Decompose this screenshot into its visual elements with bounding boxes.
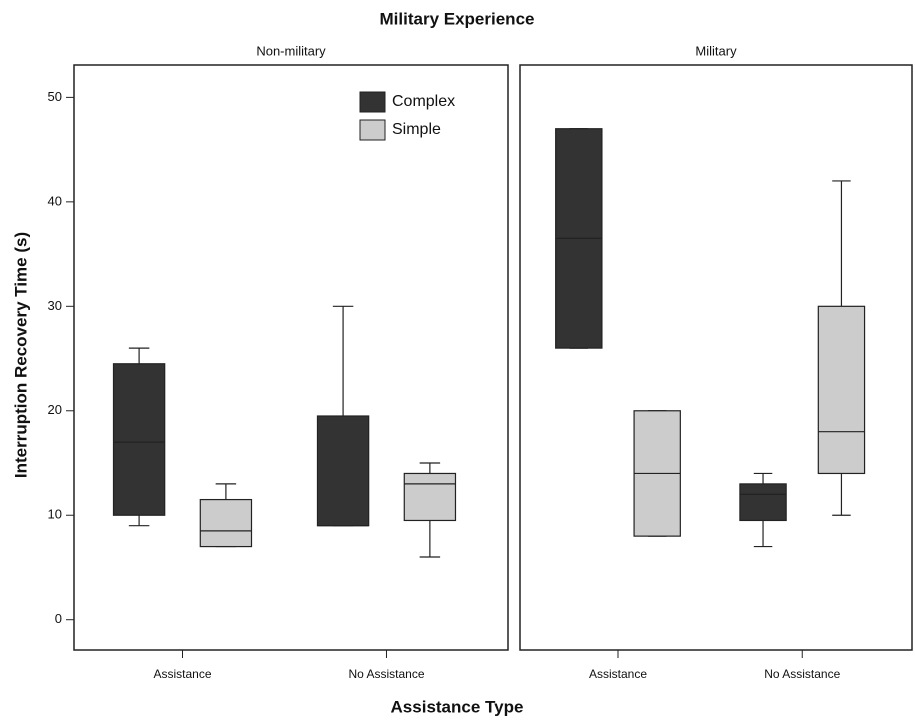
y-axis-title: Interruption Recovery Time (s) xyxy=(11,232,30,478)
box xyxy=(112,363,166,516)
panel-title: Military xyxy=(695,43,737,58)
y-tick-label: 10 xyxy=(48,507,62,522)
legend-label: Simple xyxy=(392,121,441,138)
box xyxy=(739,483,787,522)
x-tick-label: Assistance xyxy=(589,667,647,681)
y-tick-label: 20 xyxy=(48,402,62,417)
x-tick-label: No Assistance xyxy=(348,667,424,681)
x-axis-title: Assistance Type xyxy=(391,697,524,716)
box xyxy=(817,305,866,475)
panel-frame xyxy=(519,64,913,651)
y-tick-label: 40 xyxy=(48,193,62,208)
legend-label: Complex xyxy=(392,93,455,110)
box xyxy=(316,415,370,527)
y-tick-label: 50 xyxy=(48,89,62,104)
panel-title: Non-military xyxy=(256,43,326,58)
chart-title: Military Experience xyxy=(380,9,535,28)
box xyxy=(199,498,253,548)
panel-frame xyxy=(73,64,509,651)
box xyxy=(403,472,457,522)
y-tick-label: 0 xyxy=(55,611,62,626)
legend-swatch xyxy=(359,91,386,113)
y-tick-label: 30 xyxy=(48,298,62,313)
x-tick-label: No Assistance xyxy=(764,667,840,681)
x-tick-label: Assistance xyxy=(153,667,211,681)
legend-swatch xyxy=(359,119,386,141)
